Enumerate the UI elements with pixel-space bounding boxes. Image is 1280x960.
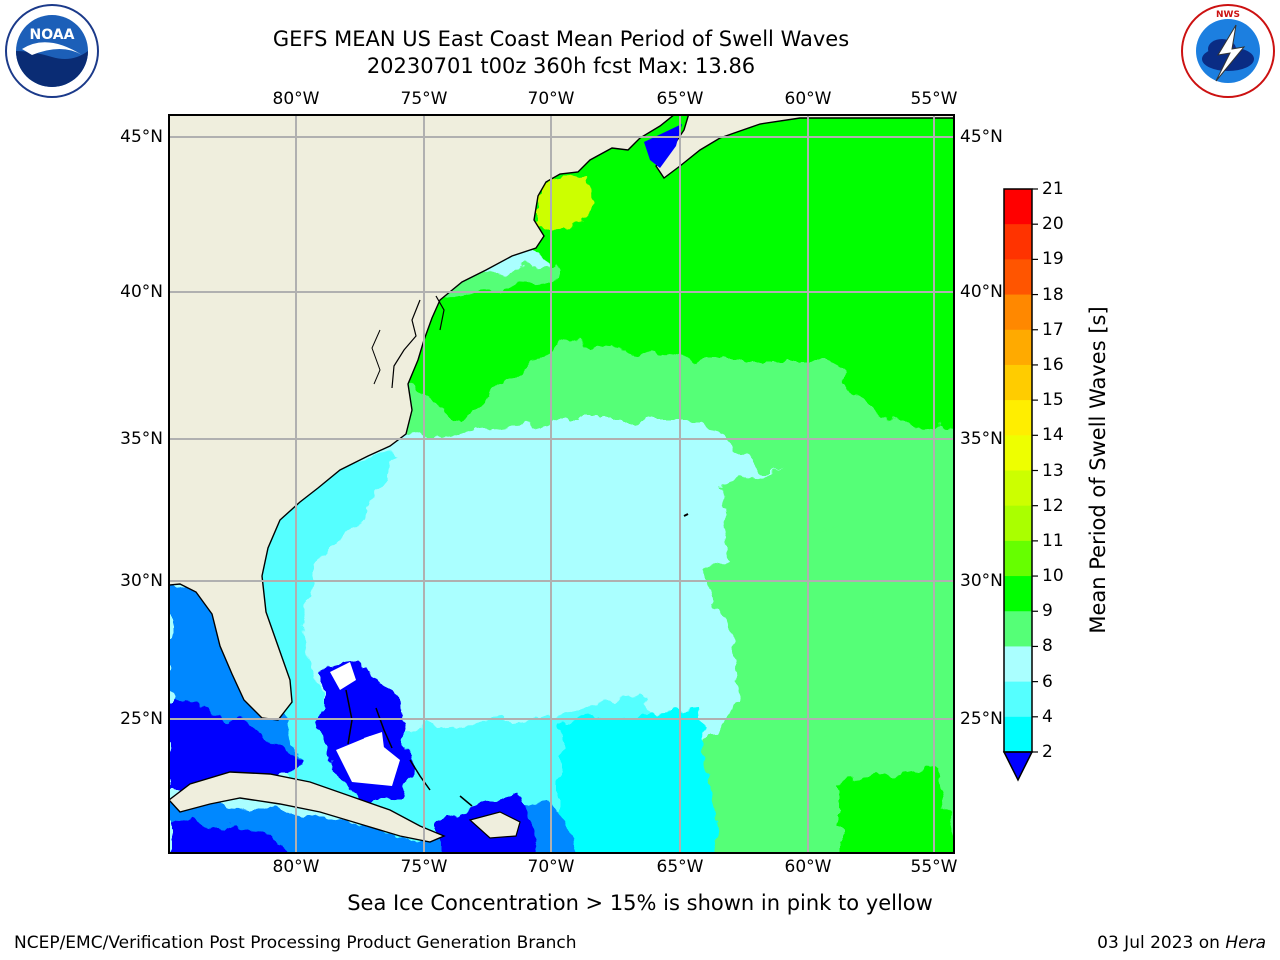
colorbar-tick-label: 6 (1042, 671, 1053, 692)
lon-label-top: 60°W (784, 89, 832, 109)
colorbar-tick-label: 4 (1042, 706, 1053, 727)
colorbar-tick-label: 16 (1042, 354, 1064, 375)
colorbar-tick-label: 21 (1042, 179, 1064, 199)
svg-text:NWS: NWS (1216, 10, 1240, 20)
colorbar-swatch (1004, 716, 1032, 753)
colorbar-swatch (1004, 400, 1032, 436)
colorbar-swatch (1004, 681, 1032, 718)
colorbar-swatch (1004, 646, 1032, 683)
sea-ice-note: Sea Ice Concentration > 15% is shown in … (347, 891, 933, 915)
colorbar-swatch (1004, 189, 1032, 225)
lat-label-left: 45°N (120, 127, 163, 147)
lat-label-right: 30°N (960, 571, 1003, 591)
colorbar-swatch (1004, 435, 1032, 471)
lat-label-left: 30°N (120, 571, 163, 591)
lat-label-left: 25°N (120, 709, 163, 729)
colorbar-tick-label: 11 (1042, 530, 1064, 551)
lon-label-bottom: 80°W (272, 857, 320, 877)
lon-label-top: 65°W (656, 89, 704, 109)
colorbar-swatch (1004, 259, 1032, 296)
lat-label-right: 35°N (960, 429, 1003, 449)
colorbar-tick-label: 10 (1042, 566, 1064, 587)
colorbar-tick-label: 15 (1042, 390, 1064, 411)
noaa-logo: NOAA (5, 4, 99, 98)
colorbar-under-arrow (1002, 751, 1034, 782)
lat-label-left: 35°N (120, 429, 163, 449)
colorbar-swatch (1004, 505, 1032, 542)
colorbar-tick-label: 17 (1042, 319, 1064, 340)
lat-label-left: 40°N (120, 282, 163, 302)
noaa-logo-text: NOAA (30, 27, 75, 43)
run-date-text: 03 Jul 2023 on (1097, 933, 1226, 953)
lon-label-bottom: 60°W (784, 857, 832, 877)
colorbar-swatch (1004, 470, 1032, 507)
colorbar-tick-label: 12 (1042, 495, 1064, 516)
colorbar-tick-label: 19 (1042, 249, 1064, 270)
map-frame (168, 114, 955, 854)
colorbar-swatch (1004, 294, 1032, 331)
cuba-landmass (169, 771, 446, 843)
lon-label-bottom: 75°W (400, 857, 448, 877)
colorbar-swatch (1004, 611, 1032, 647)
map-subtitle: 20230701 t00z 360h fcst Max: 13.86 (366, 54, 756, 78)
map-title: GEFS MEAN US East Coast Mean Period of S… (272, 27, 850, 51)
colorbar-tick-label: 2 (1042, 742, 1053, 762)
lat-label-right: 40°N (960, 282, 1003, 302)
lon-label-top: 55°W (910, 89, 958, 109)
run-date: 03 Jul 2023 on Hera (1097, 933, 1266, 953)
producer-credit: NCEP/EMC/Verification Post Processing Pr… (14, 933, 577, 953)
lon-label-top: 70°W (527, 89, 575, 109)
machine-name: Hera (1225, 933, 1266, 953)
colorbar-tick-label: 8 (1042, 636, 1053, 657)
colorbar-label: Mean Period of Swell Waves [s] (1086, 306, 1110, 634)
colorbar-tick-label: 9 (1042, 601, 1053, 622)
colorbar-tick-label: 13 (1042, 460, 1064, 481)
colorbar-tick-label: 18 (1042, 284, 1064, 305)
colorbar-swatch (1004, 540, 1032, 577)
lat-label-right: 45°N (960, 127, 1003, 147)
lat-label-right: 25°N (960, 709, 1003, 729)
lon-label-bottom: 55°W (910, 857, 958, 877)
colorbar (1002, 188, 1038, 782)
lon-label-top: 80°W (272, 89, 320, 109)
colorbar-tick-label: 20 (1042, 214, 1064, 235)
colorbar-swatch (1004, 576, 1032, 612)
colorbar-swatch (1004, 224, 1032, 260)
lon-label-top: 75°W (400, 89, 448, 109)
colorbar-tick-label: 14 (1042, 425, 1064, 446)
nws-logo: NWS (1181, 4, 1275, 98)
colorbar-swatch (1004, 364, 1032, 401)
lon-label-bottom: 70°W (527, 857, 575, 877)
graticule (169, 115, 954, 853)
lon-label-bottom: 65°W (656, 857, 704, 877)
colorbar-swatch (1004, 329, 1032, 366)
